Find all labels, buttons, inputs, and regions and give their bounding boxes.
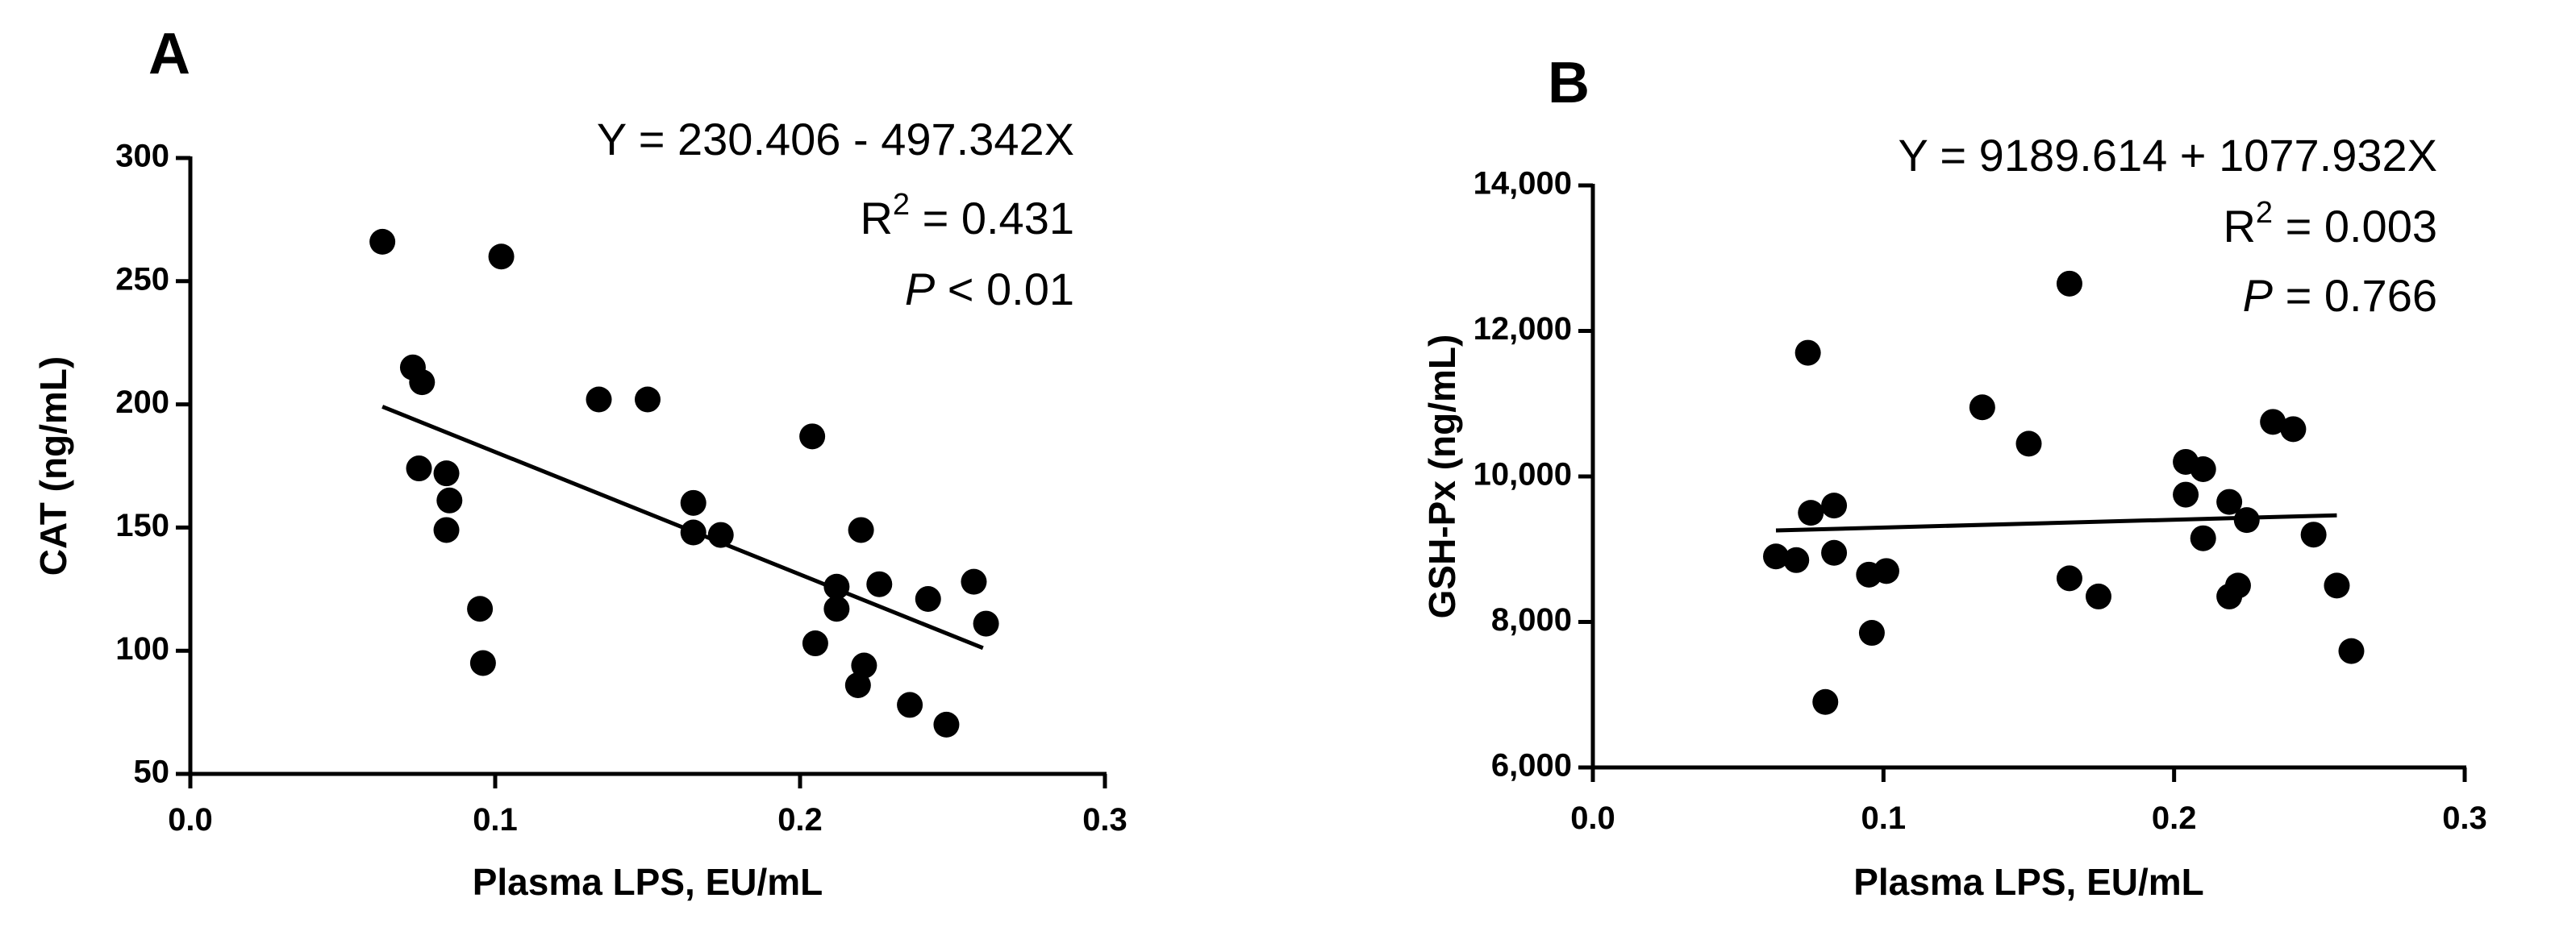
data-point [680,519,707,546]
data-point [823,596,850,622]
data-point [2224,572,2251,599]
x-tick-label: 0.2 [777,802,823,838]
data-point [2260,409,2286,435]
panel-label: B [1548,51,1590,115]
data-point [851,652,877,679]
data-point [915,586,941,613]
data-point [1812,688,1839,715]
data-point [2015,430,2042,457]
data-point [823,573,850,600]
data-point [2190,455,2216,482]
data-point [2338,638,2365,664]
data-point [1763,543,1790,570]
y-axis-title: CAT (ng/mL) [32,356,74,576]
data-point [707,522,734,548]
data-point [467,596,494,622]
data-point [866,571,893,597]
y-axis-title: GSH-Px (ng/mL) [1421,335,1463,619]
data-point [436,487,463,514]
regression-equation: Y = 9189.614 + 1077.932X [1899,130,2437,181]
y-tick-label: 150 [115,508,169,543]
data-point [1873,558,1899,584]
y-tick-label: 12,000 [1473,311,1572,347]
data-point [848,517,874,543]
data-point [933,711,960,738]
data-point [406,455,432,482]
data-point [1969,394,1995,421]
x-axis-title: Plasma LPS, EU/mL [1853,861,2204,903]
data-point [2190,525,2216,551]
panel-label: A [148,22,190,86]
y-tick-label: 10,000 [1473,457,1572,493]
panel-a: A 50 100 150 200 250 300 0.0 0.1 0.2 0.3 Plasma LPS… [32,22,1128,903]
y-tick-label: 200 [115,385,169,420]
data-point [1858,620,1885,647]
data-point [1821,539,1848,566]
data-point [844,672,871,698]
data-point [1821,493,1848,519]
data-point [2056,565,2082,592]
p-value: P < 0.01 [905,264,1074,314]
data-point [469,650,496,676]
x-tick-label: 0.1 [1861,801,1907,836]
y-tick-label: 14,000 [1473,166,1572,202]
data-point [1798,500,1824,526]
p-value: P = 0.766 [2243,270,2437,321]
data-point [488,243,515,270]
y-tick-label: 6,000 [1491,748,1572,784]
x-tick-label: 0.1 [473,802,518,838]
data-point [1783,547,1810,573]
r-squared: R2 = 0.431 [860,188,1074,243]
x-tick-label: 0.0 [1570,801,1615,836]
r-squared: R2 = 0.003 [2223,196,2437,252]
x-tick-label: 0.2 [2152,801,2197,836]
data-point [2085,583,2111,609]
data-point [897,692,923,718]
data-point [2216,489,2243,515]
data-point [802,630,828,657]
data-point [369,228,396,255]
data-point [635,386,661,413]
x-tick-label: 0.0 [168,802,213,838]
y-tick-label: 300 [115,139,169,174]
data-point [961,568,987,595]
y-tick-label: 250 [115,261,169,297]
data-point [973,610,999,637]
data-point [2056,270,2082,297]
x-axis-title: Plasma LPS, EU/mL [473,861,823,903]
y-tick-label: 50 [134,755,170,790]
data-point [2300,522,2327,548]
data-point [409,369,436,396]
panel-b: B 6,000 8,000 10,000 12,000 14,000 0.0 0.1 0.2 0.… [1421,51,2487,903]
data-point [2324,572,2350,599]
data-point [680,489,707,516]
y-tick-label: 100 [115,631,169,667]
x-tick-label: 0.3 [2442,801,2487,836]
data-point [2280,416,2307,443]
y-tick-label: 8,000 [1491,602,1572,638]
data-point [799,423,826,450]
data-point [433,460,460,487]
data-point [586,386,612,413]
data-point [2173,481,2199,508]
data-point [2233,507,2260,534]
data-point [1794,339,1821,366]
x-tick-label: 0.3 [1082,802,1128,838]
data-point [433,517,460,543]
regression-equation: Y = 230.406 - 497.342X [597,114,1074,164]
